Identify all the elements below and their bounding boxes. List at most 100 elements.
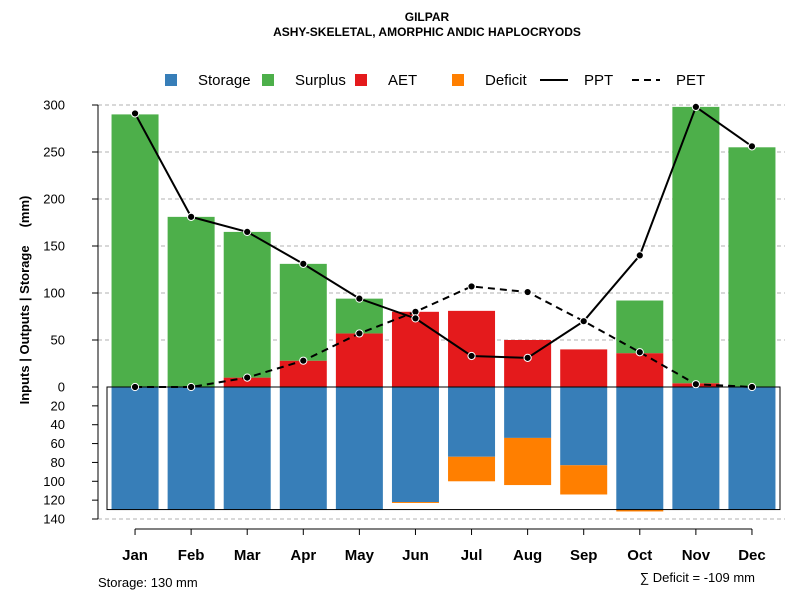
storage-bar — [111, 387, 159, 510]
deficit-bar — [616, 509, 664, 512]
ppt-point — [355, 294, 364, 303]
storage-bar — [279, 387, 327, 510]
storage-bar — [335, 387, 383, 510]
ppt-point — [243, 227, 252, 236]
y-tick-label: 0 — [58, 380, 65, 395]
aet-bar — [335, 333, 383, 387]
x-tick-label: Oct — [627, 547, 652, 564]
chart-subtitle: ASHY-SKELETAL, AMORPHIC ANDIC HAPLOCRYOD… — [273, 25, 581, 39]
storage-bar — [391, 387, 439, 503]
x-tick-label: Mar — [234, 547, 261, 564]
deficit-bar — [448, 456, 496, 482]
y-tick-label: 140 — [43, 512, 65, 527]
deficit-bar — [560, 465, 608, 495]
storage-bar — [672, 387, 720, 510]
pet-point — [243, 373, 252, 382]
storage-bar — [223, 387, 271, 510]
ppt-point — [130, 109, 140, 118]
storage-bar — [448, 387, 496, 457]
pet-point — [130, 382, 140, 392]
y-tick-label: 250 — [43, 145, 65, 160]
pet-point — [747, 382, 757, 392]
x-tick-label: Jan — [122, 547, 148, 564]
legend-label: PPT — [584, 72, 613, 89]
legend-swatch — [165, 74, 177, 86]
y-tick-label: 50 — [51, 333, 65, 348]
y-tick-label: 20 — [51, 398, 65, 413]
legend-swatch — [262, 74, 274, 86]
ppt-point — [523, 353, 532, 362]
axes: 0 50 100 150 200 250 300 20 40 60 80 100 120 140 Jan Fe… — [43, 98, 765, 565]
storage-bar — [728, 387, 776, 510]
legend-label: PET — [676, 72, 705, 89]
y-tick-label: 40 — [51, 417, 65, 432]
ppt-line — [134, 105, 753, 359]
legend-swatch — [452, 74, 464, 86]
ppt-point — [467, 351, 476, 361]
storage-bar — [504, 387, 552, 438]
aet-bar — [448, 310, 496, 387]
aet-bar — [279, 360, 327, 387]
aet-bar — [560, 349, 608, 387]
y-tick-label: 150 — [43, 239, 65, 254]
surplus-bar — [279, 263, 327, 361]
aet-bar — [391, 311, 439, 387]
legend: Storage Surplus AET Deficit PPT PET — [165, 72, 705, 89]
y-tick-label: 200 — [43, 192, 65, 207]
surplus-bar — [728, 147, 776, 387]
storage-footnote: Storage: 130 mm — [98, 575, 198, 590]
x-tick-label: Jul — [461, 547, 483, 564]
legend-label: Surplus — [295, 72, 346, 89]
x-tick-label: Jun — [402, 547, 429, 564]
deficit-bar — [504, 437, 552, 486]
y-tick-label: 300 — [43, 98, 65, 113]
x-tick-label: Nov — [682, 547, 711, 564]
ppt-point — [691, 102, 700, 111]
legend-label: Deficit — [485, 72, 528, 89]
y-tick-label: 60 — [51, 436, 65, 451]
pet-point — [467, 282, 476, 291]
x-tick-label: Dec — [738, 547, 766, 564]
surplus-bar — [111, 114, 159, 388]
y-tick-label: 100 — [43, 474, 65, 489]
y-axis-label: Inputs | Outputs | Storage (mm) — [17, 196, 32, 405]
storage-bar — [560, 387, 608, 466]
pet-point — [355, 329, 364, 338]
aet-bar — [616, 353, 664, 387]
lines — [130, 102, 757, 392]
bars — [106, 106, 781, 512]
surplus-bar — [616, 300, 664, 354]
chart-title: GILPAR — [405, 10, 450, 24]
ppt-point — [747, 142, 757, 151]
ppt-point — [187, 212, 196, 221]
x-tick-label: May — [345, 547, 375, 564]
legend-swatch — [355, 74, 367, 86]
x-tick-label: Aug — [513, 547, 542, 564]
y-tick-label: 120 — [43, 493, 65, 508]
legend-label: Storage — [198, 72, 251, 89]
ppt-point — [299, 259, 308, 268]
ppt-point — [635, 251, 644, 260]
aet-bar — [223, 377, 271, 387]
y-tick-label: 80 — [51, 455, 65, 470]
legend-label: AET — [388, 72, 417, 89]
x-tick-label: Apr — [290, 547, 316, 564]
storage-bar — [616, 387, 664, 510]
pet-point — [691, 380, 700, 389]
pet-line — [135, 285, 753, 388]
deficit-footnote: ∑ Deficit = -109 mm — [640, 570, 755, 585]
ppt-point — [579, 317, 588, 326]
x-tick-label: Feb — [178, 547, 205, 564]
surplus-bar — [672, 106, 720, 384]
pet-point — [187, 382, 196, 392]
pet-point — [299, 356, 308, 365]
storage-bar — [167, 387, 215, 510]
y-tick-label: 100 — [43, 286, 65, 301]
ppt-point — [411, 314, 420, 323]
deficit-bar — [391, 502, 439, 503]
x-tick-label: Sep — [570, 547, 598, 564]
surplus-bar — [223, 231, 271, 378]
pet-point — [635, 348, 644, 357]
pet-point — [523, 287, 532, 297]
